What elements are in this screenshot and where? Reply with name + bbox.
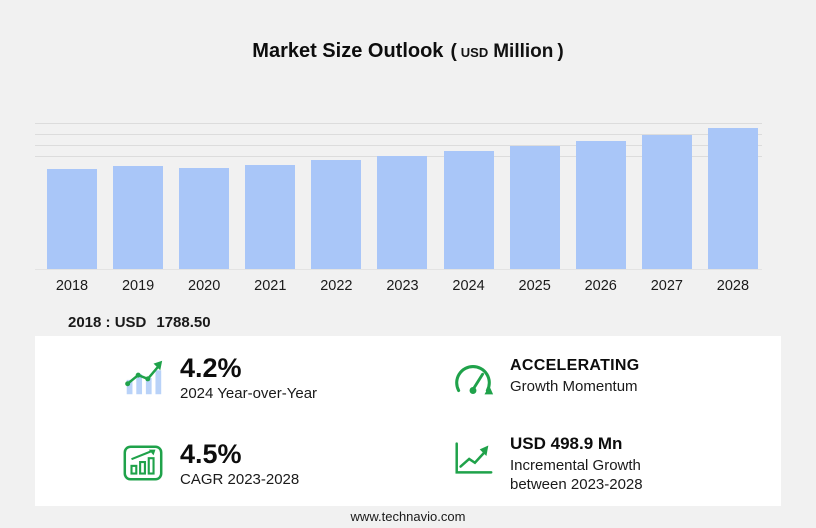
gridline	[35, 133, 762, 135]
momentum-value: ACCELERATING	[510, 357, 640, 374]
bar-trend-up-icon	[120, 354, 166, 400]
bar-2023	[377, 155, 428, 269]
x-tick-label: 2028	[716, 278, 750, 294]
website-url: www.technavio.com	[350, 509, 466, 524]
plot-area	[35, 118, 762, 270]
cagr-value: 4.5%	[180, 439, 242, 469]
bar-2028	[707, 127, 758, 269]
bar-2026	[575, 140, 626, 269]
bars	[47, 118, 758, 269]
stat-yoy-growth: 4.2% 2024 Year-over-Year	[120, 354, 317, 404]
title-paren-close: )	[557, 41, 564, 62]
annotation-label: 2018 : USD	[68, 314, 147, 331]
growth-arrow-axis-icon	[450, 434, 496, 480]
stats-card: 4.2% 2024 Year-over-Year ACCELERATING Gr…	[35, 336, 781, 506]
x-tick-label: 2018	[55, 278, 89, 294]
stat-cagr: 4.5% CAGR 2023-2028	[120, 440, 299, 490]
speedometer-icon	[450, 356, 496, 402]
gridline	[35, 144, 762, 146]
stat-incremental-growth: USD 498.9 Mn Incremental Growth between …	[450, 434, 695, 495]
x-axis-labels: 2018 2019 2020 2021 2022 2023 2024 2025 2026 2027…	[47, 278, 758, 294]
x-tick-label: 2027	[650, 278, 683, 294]
boxed-bar-chart-icon	[120, 440, 166, 486]
bar-2021	[245, 164, 296, 269]
annotation-value: 1788.50	[156, 314, 211, 331]
market-size-bar-chart: 2018 2019 2020 2021 2022 2023 2024 2025 2026 2027…	[35, 118, 762, 304]
x-tick-label: 2019	[121, 278, 155, 294]
page-title: Market Size Outlook (USD Million)	[0, 40, 816, 63]
title-unit-currency: USD	[460, 45, 489, 60]
x-tick-label: 2020	[188, 278, 221, 294]
x-tick-label: 2026	[584, 278, 617, 294]
bar-2022	[311, 159, 362, 269]
incremental-caption: Incremental Growth between 2023-2028	[510, 457, 643, 494]
x-tick-label: 2021	[254, 278, 287, 294]
x-tick-label: 2023	[386, 278, 419, 294]
stat-growth-momentum: ACCELERATING Growth Momentum	[450, 356, 640, 402]
x-tick-label: 2024	[452, 278, 485, 294]
bar-2025	[509, 145, 560, 269]
gridline	[35, 122, 762, 124]
title-paren-open: (	[450, 41, 457, 62]
bar-2027	[641, 134, 692, 269]
yoy-caption: 2024 Year-over-Year	[180, 385, 318, 403]
bar-2020	[179, 168, 230, 269]
incremental-value: USD 498.9 Mn	[510, 434, 623, 453]
x-tick-label: 2025	[518, 278, 551, 294]
bar-2018	[47, 168, 97, 269]
bar-2024	[443, 150, 494, 269]
title-text: Market Size Outlook	[252, 40, 444, 62]
title-unit-scale: Million	[493, 41, 554, 62]
yoy-value: 4.2%	[180, 353, 242, 383]
momentum-caption: Growth Momentum	[510, 378, 638, 396]
cagr-caption: CAGR 2023-2028	[180, 471, 300, 489]
first-year-value-annotation: 2018 : USD 1788.50	[68, 314, 211, 331]
bar-2019	[113, 165, 164, 269]
x-tick-label: 2022	[320, 278, 353, 294]
